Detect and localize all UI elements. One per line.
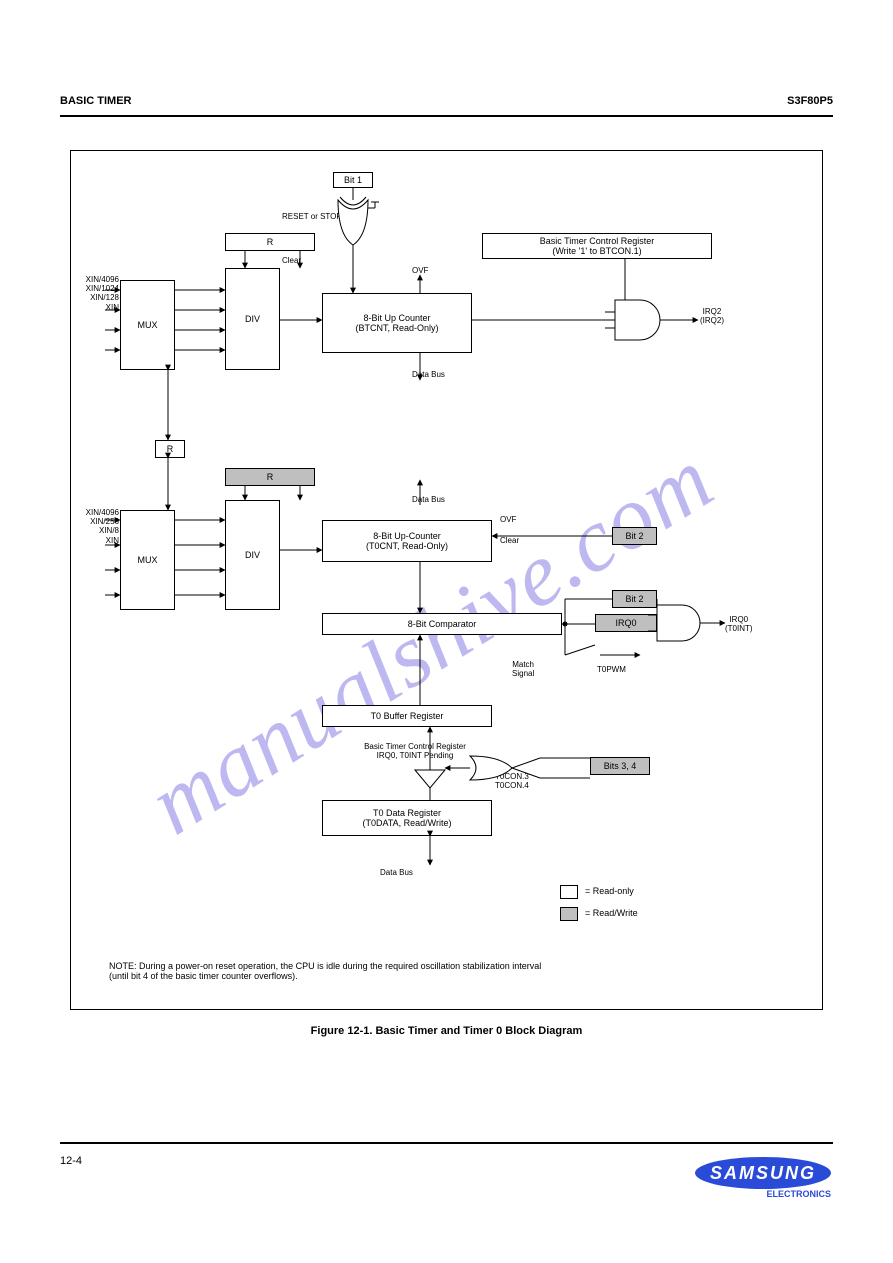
- bt-div-r-box: R: [225, 233, 315, 251]
- legend-readonly-swatch: [560, 885, 578, 899]
- bt-bits-box: Bit 1: [333, 172, 373, 188]
- t0-xosc-label: XIN/4096 XIN/256 XIN/8 XIN: [79, 508, 119, 545]
- samsung-logo-icon: SAMSUNG ELECTRONICS: [693, 1155, 833, 1200]
- t0-b34-box: Bits 3, 4: [590, 757, 650, 775]
- mid-r-box: R: [155, 440, 185, 458]
- svg-text:ELECTRONICS: ELECTRONICS: [766, 1189, 831, 1199]
- t0-bit2a-box: Bit 2: [612, 527, 657, 545]
- footer-page-number: 12-4: [60, 1155, 82, 1168]
- t0-mux-box: MUX: [120, 510, 175, 610]
- figure-note: NOTE: During a power-on reset operation,…: [109, 961, 789, 982]
- t0-databus-bottom-label: Data Bus: [380, 868, 413, 877]
- header-rule: [60, 115, 833, 117]
- t0-ovf-label: OVF: [500, 515, 516, 524]
- t0-irq-out-label: IRQ0 (T0INT): [725, 615, 753, 633]
- t0-div-box: DIV: [225, 500, 280, 610]
- t0-clear-label: Clear: [500, 536, 519, 545]
- footer-rule: [60, 1142, 833, 1144]
- bt-counter-box: 8-Bit Up Counter (BTCNT, Read-Only): [322, 293, 472, 353]
- figure-caption: Figure 12-1. Basic Timer and Timer 0 Blo…: [0, 1025, 893, 1038]
- bt-clear-label: Clear: [282, 256, 301, 265]
- t0-bit2b-box: Bit 2: [612, 590, 657, 608]
- t0-comparator-box: 8-Bit Comparator: [322, 613, 562, 635]
- header-left: BASIC TIMER: [60, 95, 132, 108]
- t0-notes-mid: Basic Timer Control Register IRQ0, T0INT…: [300, 742, 530, 760]
- t0-data-reg-box: T0 Data Register (T0DATA, Read/Write): [322, 800, 492, 836]
- bt-reset-or-stop-label: RESET or STOP: [282, 212, 342, 221]
- legend-readonly-label: = Read-only: [585, 886, 634, 896]
- t0-div-r-box: R: [225, 468, 315, 486]
- bt-irq-box: Basic Timer Control Register (Write '1' …: [482, 233, 712, 259]
- t0-t0con-label: T0CON.3 T0CON.4: [495, 772, 529, 790]
- page-root: BASIC TIMER S3F80P5 manualshive.com MUX …: [0, 0, 893, 1263]
- t0-databus-top-label: Data Bus: [412, 495, 445, 504]
- header-right: S3F80P5: [787, 95, 833, 108]
- bt-ovf-label: OVF: [412, 266, 428, 275]
- t0-match-label: Match Signal: [512, 660, 534, 678]
- legend-rw-swatch: [560, 907, 578, 921]
- t0-pwm-label: T0PWM: [597, 665, 626, 674]
- bt-xosc-label: XIN/4096 XIN/1024 XIN/128 XIN: [79, 275, 119, 312]
- t0-counter-box: 8-Bit Up-Counter (T0CNT, Read-Only): [322, 520, 492, 562]
- bt-mux-box: MUX: [120, 280, 175, 370]
- svg-text:SAMSUNG: SAMSUNG: [710, 1163, 816, 1183]
- figure-frame: [70, 150, 823, 1010]
- bt-div-box: DIV: [225, 268, 280, 370]
- bt-databus-label: Data Bus: [412, 370, 445, 379]
- bt-irq-out-label: IRQ2 (IRQ2): [700, 307, 724, 325]
- t0-irq0-box: IRQ0: [595, 614, 657, 632]
- legend-rw-label: = Read/Write: [585, 908, 638, 918]
- t0-buffer-box: T0 Buffer Register: [322, 705, 492, 727]
